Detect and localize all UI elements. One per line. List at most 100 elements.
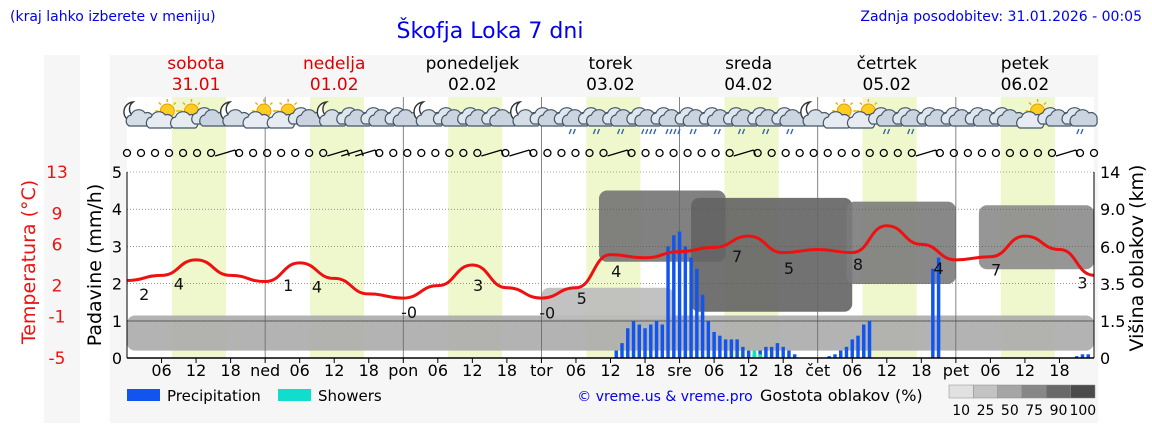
time-tick-label: 18 bbox=[911, 361, 931, 380]
precip-bar bbox=[723, 339, 728, 358]
time-tick-label: tor bbox=[530, 361, 553, 380]
temperature-tick: 2 bbox=[52, 277, 63, 297]
day-date: 03.02 bbox=[586, 75, 635, 95]
wind-calm-marker bbox=[1047, 148, 1057, 158]
density-swatch bbox=[973, 384, 998, 399]
density-step-label: 50 bbox=[1001, 403, 1019, 419]
precip-bar bbox=[654, 320, 659, 358]
wind-calm-marker bbox=[262, 148, 272, 158]
time-tick-label: 06 bbox=[151, 361, 171, 380]
wind-calm-marker bbox=[431, 148, 440, 158]
time-tick-label: 06 bbox=[704, 361, 724, 380]
wind-calm-marker bbox=[865, 148, 874, 158]
temperature-label: 2 bbox=[139, 285, 149, 304]
wind-calm-marker bbox=[529, 148, 538, 158]
cloud-height-tick: 3.5 bbox=[1100, 275, 1125, 294]
day-name: sreda bbox=[725, 54, 772, 74]
precip-bar bbox=[718, 335, 722, 358]
temperature-label: 7 bbox=[732, 247, 742, 266]
wind-calm-marker bbox=[248, 148, 258, 158]
precip-bar bbox=[792, 354, 797, 358]
temperature-axis-title: Temperatura (°C) bbox=[18, 180, 40, 345]
temperature-label: 3 bbox=[1077, 274, 1087, 293]
wind-calm-marker bbox=[1075, 148, 1085, 158]
precip-bar bbox=[764, 346, 768, 358]
density-swatch bbox=[1070, 384, 1096, 399]
wind-calm-marker bbox=[501, 148, 510, 158]
time-tick-label: 06 bbox=[289, 361, 309, 380]
wind-calm-marker bbox=[206, 148, 216, 158]
wind-calm-marker bbox=[655, 148, 664, 158]
wind-barb-marker bbox=[341, 149, 364, 157]
temperature-tick: -1 bbox=[49, 308, 66, 328]
day-date: 31.01 bbox=[172, 75, 221, 95]
density-swatch bbox=[1046, 384, 1071, 399]
wind-calm-marker bbox=[725, 148, 734, 158]
precip-bar bbox=[631, 320, 636, 358]
temperature-label: 5 bbox=[784, 259, 794, 278]
wind-calm-marker bbox=[445, 148, 454, 158]
temperature-label: -0 bbox=[539, 303, 555, 322]
left-panel bbox=[44, 55, 80, 423]
day-partly-cloudy-icon bbox=[242, 99, 276, 129]
wind-calm-marker bbox=[459, 148, 468, 158]
time-tick-label: 06 bbox=[566, 361, 586, 380]
precip-bar bbox=[677, 231, 682, 358]
wind-calm-marker bbox=[977, 148, 987, 158]
wind-barb-marker bbox=[327, 149, 350, 157]
cloud-height-tick: 6.0 bbox=[1100, 238, 1125, 257]
time-tick-label: 12 bbox=[324, 361, 344, 380]
precip-bar bbox=[833, 354, 837, 358]
wind-calm-marker bbox=[1033, 148, 1043, 158]
credit-link[interactable]: © vreme.us & vreme.pro bbox=[577, 389, 752, 405]
wind-calm-marker bbox=[893, 148, 902, 158]
time-tick-label: 12 bbox=[1015, 361, 1035, 380]
time-tick-label: sre bbox=[667, 361, 691, 380]
day-date: 05.02 bbox=[862, 75, 911, 95]
day-name: petek bbox=[1001, 54, 1049, 74]
daylight-band bbox=[171, 97, 227, 358]
precip-tick: 0 bbox=[112, 349, 122, 368]
temperature-label: 4 bbox=[174, 275, 184, 294]
density-step-label: 10 bbox=[952, 403, 970, 419]
temperature-tick: 13 bbox=[46, 163, 68, 183]
wind-calm-marker bbox=[767, 148, 776, 158]
precip-bar bbox=[620, 343, 624, 358]
wind-calm-marker bbox=[122, 148, 132, 158]
light-rain-icon bbox=[771, 107, 808, 135]
time-tick-label: 18 bbox=[1049, 361, 1069, 380]
wind-calm-marker bbox=[557, 148, 566, 158]
cloud-height-tick: 9.0 bbox=[1100, 200, 1125, 219]
wind-calm-marker bbox=[963, 148, 973, 158]
day-partly-cloudy-icon bbox=[822, 99, 857, 129]
precip-bar bbox=[936, 257, 941, 358]
cloud-height-tick: 14 bbox=[1100, 163, 1120, 182]
temperature-label: 1 bbox=[283, 276, 293, 295]
day-name: torek bbox=[589, 54, 633, 74]
precip-bar bbox=[839, 350, 843, 358]
time-tick-label: 12 bbox=[600, 361, 620, 380]
precip-bar bbox=[1080, 354, 1085, 358]
precip-bar bbox=[626, 328, 630, 358]
wind-calm-marker bbox=[837, 148, 846, 158]
daylight-band bbox=[448, 97, 503, 358]
precip-bar bbox=[735, 339, 739, 358]
precip-bar bbox=[856, 335, 860, 358]
wind-calm-marker bbox=[417, 148, 426, 158]
precip-tick: 4 bbox=[112, 200, 122, 219]
page-title: Škofja Loka 7 dni bbox=[397, 18, 584, 44]
precip-bar bbox=[850, 339, 854, 358]
precip-bar bbox=[649, 324, 653, 358]
daylight-band bbox=[310, 97, 365, 358]
precip-bar bbox=[1086, 354, 1090, 358]
time-tick-label: 18 bbox=[220, 361, 240, 380]
temperature-tick: 6 bbox=[52, 235, 63, 255]
temperature-label: 5 bbox=[577, 289, 587, 308]
precip-bar bbox=[931, 268, 935, 358]
time-tick-label: pet bbox=[943, 361, 969, 380]
day-name: sobota bbox=[167, 54, 225, 74]
region-hint[interactable]: (kraj lahko izberete v meniju) bbox=[10, 9, 216, 25]
time-tick-label: 18 bbox=[773, 361, 793, 380]
precip-bar bbox=[827, 356, 831, 358]
